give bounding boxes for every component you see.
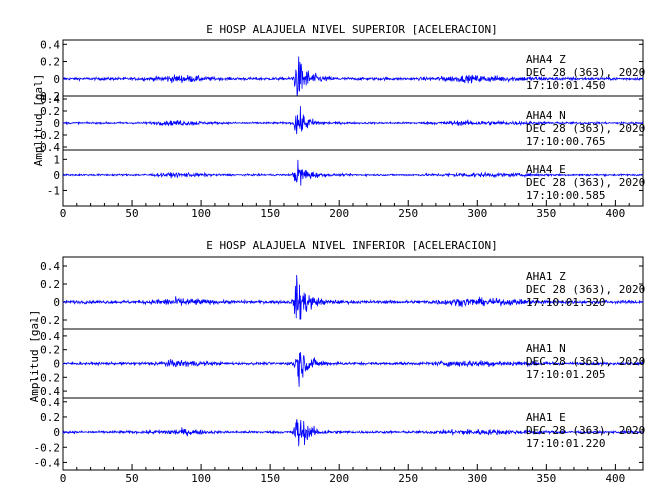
waveform-line: [62, 106, 644, 135]
date-label: DEC 28 (363), 2020: [526, 355, 645, 368]
x-tick-label: 200: [329, 207, 349, 220]
y-tick-label: 0.4: [40, 330, 60, 343]
y-tick-label: 0: [53, 169, 60, 182]
x-tick-label: 250: [398, 472, 418, 485]
panel-title: E HOSP ALAJUELA NIVEL INFERIOR [ACELERAC…: [206, 239, 497, 252]
y-tick-label: 0: [53, 358, 60, 371]
time-label: 17:10:00.585: [526, 189, 605, 202]
y-tick-label: 0.2: [40, 344, 60, 357]
waveform-line: [62, 419, 644, 447]
y-tick-label: 0.4: [40, 38, 60, 51]
x-tick-label: 400: [605, 207, 625, 220]
x-tick-label: 150: [260, 207, 280, 220]
date-label: DEC 28 (363), 2020: [526, 122, 645, 135]
waveform-line: [62, 352, 644, 387]
y-tick-label: -0.4: [34, 456, 61, 469]
y-tick-label: 0.4: [40, 260, 60, 273]
y-tick-label: -0.4: [34, 141, 61, 154]
time-label: 17:10:01.220: [526, 437, 605, 450]
time-label: 17:10:01.320: [526, 296, 605, 309]
y-tick-label: -0.2: [34, 441, 61, 454]
y-tick-label: -0.2: [34, 371, 61, 384]
y-tick-label: -0.4: [34, 385, 61, 398]
y-tick-label: -0.2: [34, 129, 61, 142]
y-tick-label: 0.2: [40, 56, 60, 69]
station-label: AHA4 E: [526, 163, 566, 176]
x-tick-label: 350: [536, 207, 556, 220]
y-tick-label: 0.4: [40, 396, 60, 409]
y-tick-label: 1: [53, 153, 60, 166]
station-label: AHA1 Z: [526, 270, 566, 283]
y-tick-label: 0.2: [40, 105, 60, 118]
waveform-line: [62, 56, 644, 97]
x-tick-label: 50: [125, 472, 138, 485]
time-label: 17:10:00.765: [526, 135, 605, 148]
y-tick-label: -0.2: [34, 314, 61, 327]
x-tick-label: 0: [60, 207, 67, 220]
station-label: AHA1 N: [526, 342, 566, 355]
date-label: DEC 28 (363), 2020: [526, 66, 645, 79]
time-label: 17:10:01.205: [526, 368, 605, 381]
x-tick-label: 400: [605, 472, 625, 485]
date-label: DEC 28 (363), 2020: [526, 176, 645, 189]
y-axis-label: Amplitud [gal]: [32, 74, 45, 167]
station-label: AHA4 Z: [526, 53, 566, 66]
y-tick-label: 0.2: [40, 278, 60, 291]
x-tick-label: 300: [467, 472, 487, 485]
y-tick-label: -0.2: [34, 90, 61, 103]
y-tick-label: 0: [53, 296, 60, 309]
y-tick-label: 0.2: [40, 411, 60, 424]
station-label: AHA4 N: [526, 109, 566, 122]
y-tick-label: 0: [53, 117, 60, 130]
date-label: DEC 28 (363), 2020: [526, 283, 645, 296]
y-tick-label: 0: [53, 426, 60, 439]
x-tick-label: 0: [60, 472, 67, 485]
y-axis-label: Amplitud [gal]: [28, 310, 41, 403]
y-tick-label: 0: [53, 73, 60, 86]
waveform-line: [62, 159, 644, 186]
panel-inferior: E HOSP ALAJUELA NIVEL INFERIOR [ACELERAC…: [28, 239, 645, 485]
date-label: DEC 28 (363), 2020: [526, 424, 645, 437]
x-tick-label: 150: [260, 472, 280, 485]
panel-superior: E HOSP ALAJUELA NIVEL SUPERIOR [ACELERAC…: [32, 23, 645, 220]
x-axis: 0 50 100 150 200 250 300 350 400: [60, 464, 644, 485]
y-tick-label: 0.4: [40, 93, 60, 106]
x-tick-label: 350: [536, 472, 556, 485]
x-tick-label: 250: [398, 207, 418, 220]
x-tick-label: 100: [191, 472, 211, 485]
x-tick-label: 300: [467, 207, 487, 220]
x-tick-label: 200: [329, 472, 349, 485]
x-tick-label: 100: [191, 207, 211, 220]
waveform-line: [62, 275, 644, 320]
x-axis: 0 50 100 150 200 250 300 350 400: [60, 200, 644, 220]
y-tick-label: -1: [47, 184, 60, 197]
station-label: AHA1 E: [526, 411, 566, 424]
x-tick-label: 50: [125, 207, 138, 220]
time-label: 17:10:01.450: [526, 79, 605, 92]
panel-title: E HOSP ALAJUELA NIVEL SUPERIOR [ACELERAC…: [206, 23, 497, 36]
